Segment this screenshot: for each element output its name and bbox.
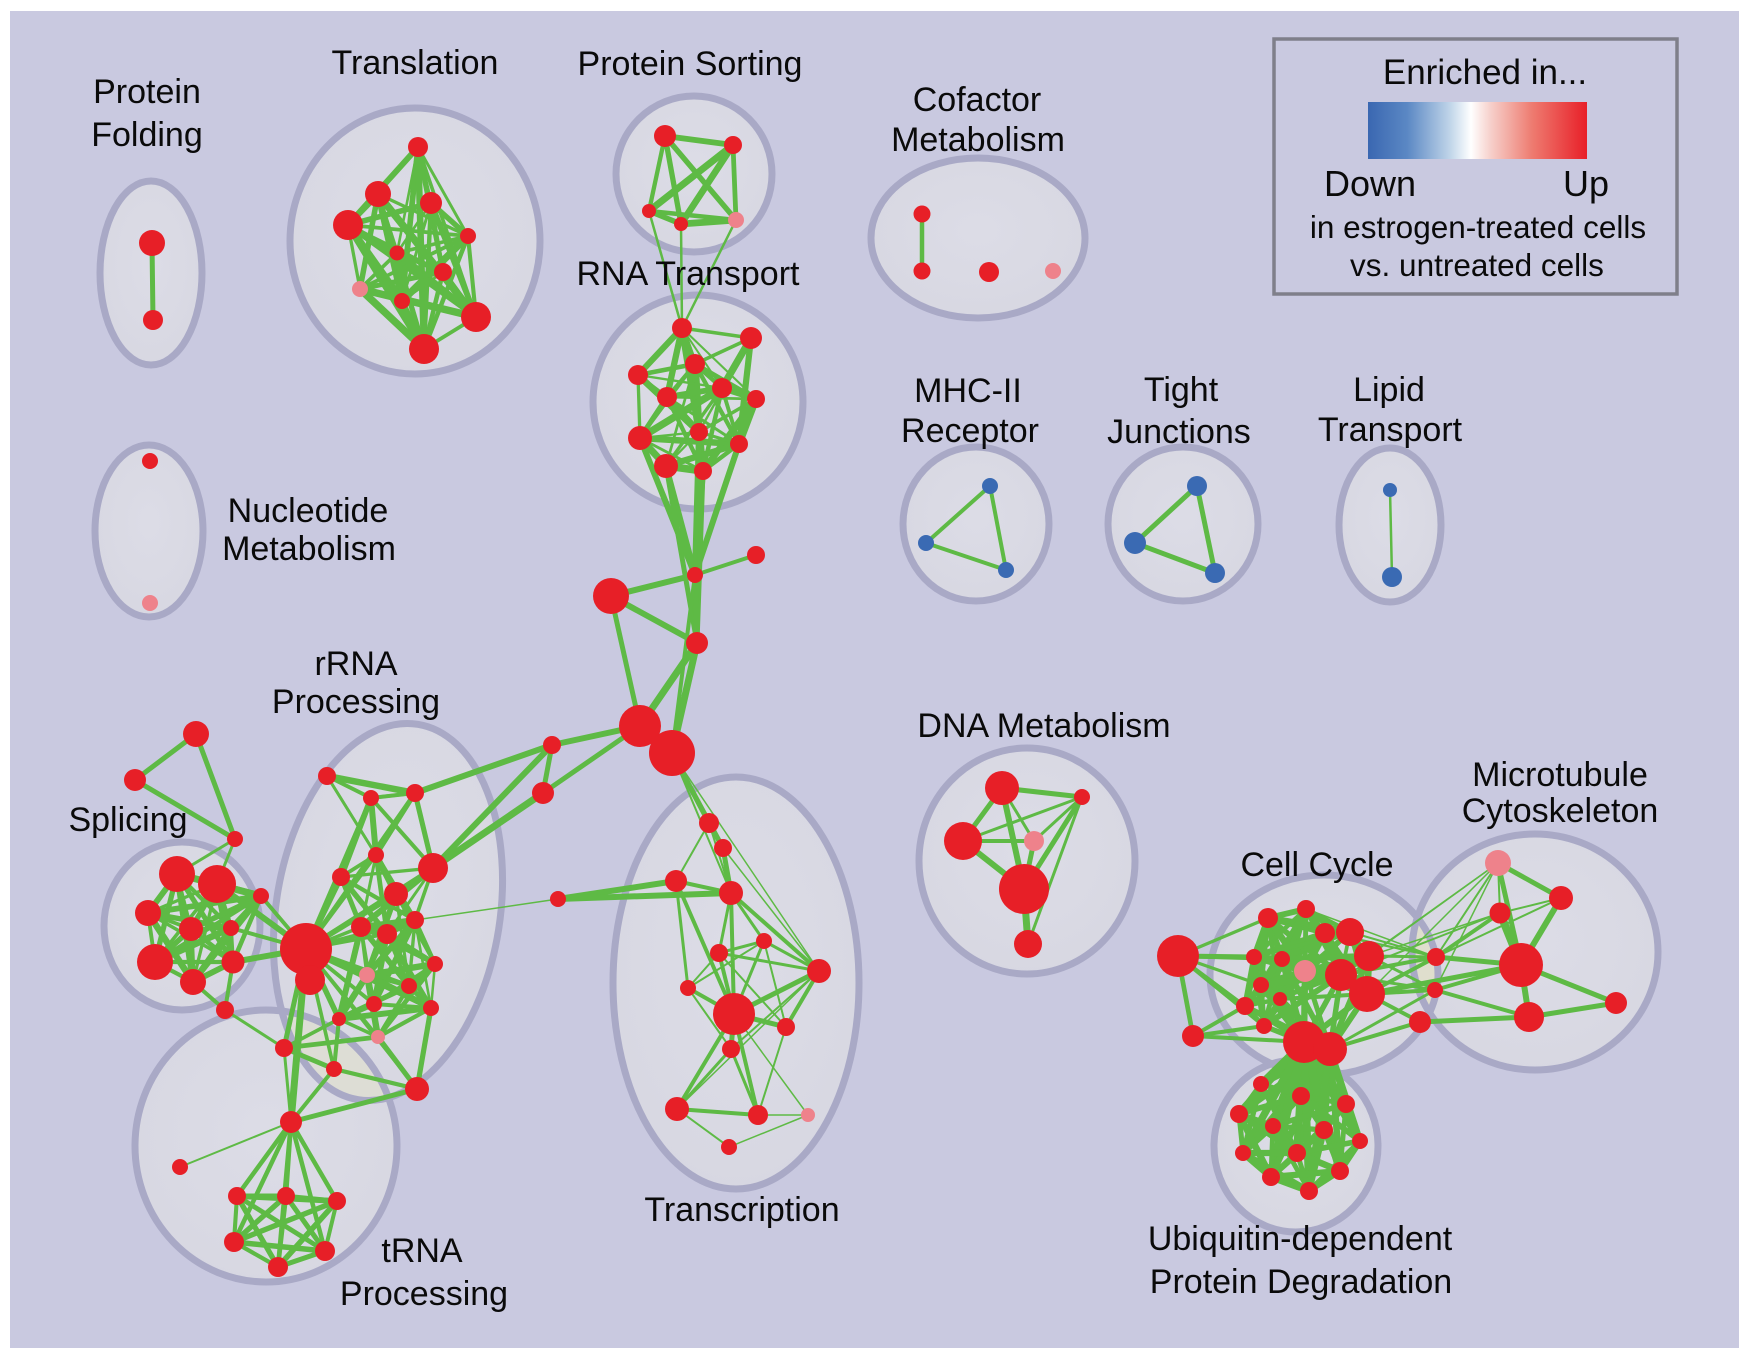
svg-text:Protein: Protein (93, 73, 201, 111)
svg-text:Nucleotide: Nucleotide (228, 492, 389, 530)
svg-text:RNA Transport: RNA Transport (577, 255, 801, 293)
svg-text:Cell Cycle: Cell Cycle (1240, 846, 1393, 884)
svg-text:Up: Up (1563, 163, 1609, 204)
svg-text:Cytoskeleton: Cytoskeleton (1462, 792, 1659, 830)
svg-text:tRNA: tRNA (381, 1232, 463, 1270)
svg-text:MHC-II: MHC-II (914, 372, 1022, 410)
svg-text:Protein Sorting: Protein Sorting (578, 45, 803, 83)
svg-text:rRNA: rRNA (314, 645, 397, 683)
svg-text:Tight: Tight (1144, 371, 1219, 409)
svg-text:Ubiquitin-dependent: Ubiquitin-dependent (1148, 1220, 1453, 1258)
svg-text:Microtubule: Microtubule (1472, 756, 1648, 794)
svg-text:Junctions: Junctions (1107, 413, 1251, 451)
svg-text:Receptor: Receptor (901, 412, 1039, 450)
svg-text:Cofactor: Cofactor (913, 81, 1042, 119)
svg-text:vs. untreated cells: vs. untreated cells (1350, 247, 1604, 283)
svg-text:Folding: Folding (91, 116, 203, 154)
svg-text:Translation: Translation (332, 44, 499, 82)
svg-text:Processing: Processing (272, 683, 440, 721)
svg-text:DNA Metabolism: DNA Metabolism (917, 707, 1170, 745)
svg-text:Enriched in...: Enriched in... (1383, 53, 1587, 92)
svg-text:Lipid: Lipid (1353, 371, 1425, 409)
svg-text:Processing: Processing (340, 1275, 508, 1313)
svg-text:Protein Degradation: Protein Degradation (1150, 1263, 1452, 1301)
svg-text:Transcription: Transcription (644, 1191, 839, 1229)
svg-text:Splicing: Splicing (68, 801, 187, 839)
svg-text:Metabolism: Metabolism (891, 121, 1065, 159)
svg-text:in estrogen-treated cells: in estrogen-treated cells (1310, 209, 1646, 245)
svg-text:Down: Down (1324, 163, 1416, 204)
svg-text:Metabolism: Metabolism (222, 530, 396, 568)
svg-text:Transport: Transport (1318, 411, 1463, 449)
